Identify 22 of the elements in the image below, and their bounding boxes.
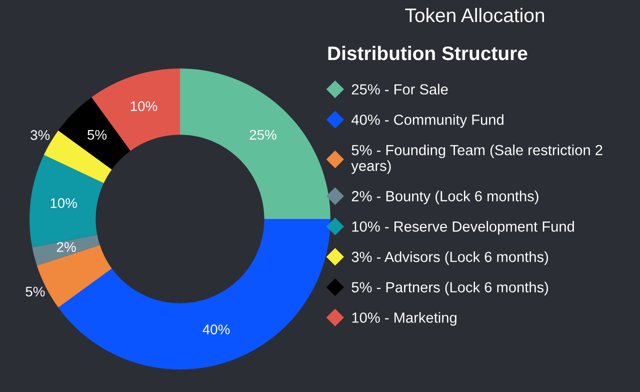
chart-title: Token Allocation [405,8,544,22]
data-label: 5% [26,286,45,297]
data-label: 2% [56,242,76,252]
data-label: 10% [50,198,77,208]
chart-subtitle: Distribution Structure [328,46,528,60]
donut-slice [58,219,330,370]
legend-label: 3% - Advisors (Lock 6 months) [352,251,548,265]
legend-label: 2% - Bounty (Lock 6 months) [352,190,538,204]
legend-label: 25% - For Sale [352,84,448,95]
legend-label: 40% - Community Fund [352,114,504,128]
donut-slice [180,68,330,219]
legend-label: 10% - Reserve Development Fund [352,221,574,235]
legend-label: 5% - Partners (Lock 6 months) [352,282,548,296]
data-label: 10% [130,101,158,112]
data-label: 5% [88,130,107,140]
data-label: 25% [250,130,276,140]
legend-label: 10% - Marketing [352,312,456,326]
donut-slice [58,97,130,170]
data-label: 40% [202,324,230,334]
legend-label: 5% - Founding Team (Sale restriction 2 years) [351,144,602,174]
donut-slice [32,234,100,266]
data-label: 3% [30,130,50,140]
